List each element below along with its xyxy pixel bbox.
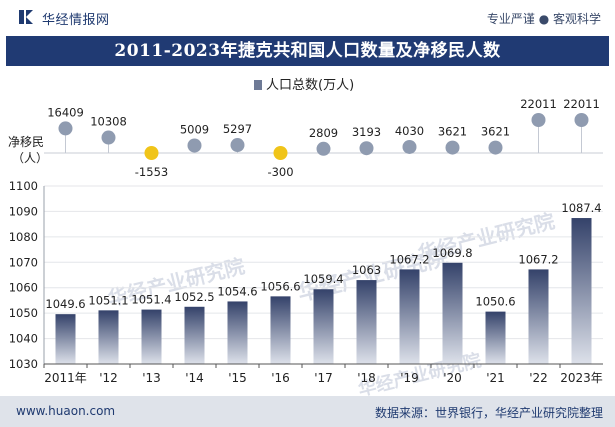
y-tick-label: 1070 [9, 255, 38, 269]
bar [270, 296, 291, 364]
migration-dot [230, 138, 245, 153]
y-tick-label: 1080 [9, 230, 38, 244]
bar [399, 269, 420, 364]
bar [442, 262, 463, 364]
x-tick-label: '22 [529, 371, 548, 385]
bar-value-label: 1051.4 [131, 293, 171, 307]
x-tick-label: '20 [443, 371, 462, 385]
migration-value-label: 22011 [563, 97, 600, 111]
y-axis: 1030 1040 1050 1060 1070 1080 1090 1100 [9, 179, 45, 371]
migration-dot [144, 146, 159, 160]
migration-value-label: 16409 [47, 105, 84, 119]
migration-value-label: 4030 [395, 124, 424, 138]
x-tick-label: '21 [486, 371, 505, 385]
x-tick-label: '13 [142, 371, 161, 385]
bar-value-label: 1052.5 [174, 290, 214, 304]
y-tick-label: 1030 [9, 357, 38, 371]
x-tick-label: '15 [228, 371, 247, 385]
bar [528, 269, 549, 364]
bar-value-label: 1067.2 [389, 252, 429, 266]
brand-logo-icon [19, 10, 33, 24]
x-tick-label: '18 [357, 371, 376, 385]
migration-dot [402, 139, 417, 154]
legend-label: 人口总数(万人) [266, 78, 354, 93]
migration-value-label: 5009 [180, 122, 209, 136]
x-tick-label: '17 [314, 371, 333, 385]
x-tick-label: '12 [99, 371, 118, 385]
bar-value-label: 1051.1 [88, 293, 128, 307]
migration-dot [273, 146, 288, 160]
chart-area: 人口总数(万人) 净移民 （人） 华经产业研究院华经产业研究院华经产业研究院华经… [8, 78, 603, 396]
migration-dot [359, 141, 374, 156]
bar-labels: 1049.6 1051.1 1051.4 1052.5 1054.6 1056.61059… [45, 201, 601, 311]
brand-tagline: 专业严谨 ● 客观科学 [486, 12, 601, 26]
bar [141, 309, 162, 364]
x-tick-label: '16 [271, 371, 290, 385]
migration-dot [316, 141, 331, 156]
x-tick-label: 2023年 [560, 371, 603, 385]
y-tick-label: 1040 [9, 332, 38, 346]
migration-value-label: 2809 [309, 126, 338, 140]
migration-value-label: 10308 [90, 115, 127, 129]
bar [356, 280, 377, 364]
migration-dot [531, 113, 546, 127]
migration-value-label: 3621 [438, 125, 467, 139]
y-tick-label: 1090 [9, 204, 38, 218]
bar [184, 306, 205, 364]
bar-value-label: 1056.6 [260, 279, 300, 293]
migration-value-label: 22011 [520, 97, 557, 111]
bar-value-label: 1069.8 [432, 246, 472, 260]
bar-value-label: 1059.4 [303, 272, 343, 286]
x-axis: 2011年 '12 '13 '14 '15 '16 '17 '18 '19 '20 '21 '22 20… [43, 363, 603, 385]
legend-swatch [254, 80, 262, 90]
bar-value-label: 1054.6 [217, 284, 257, 298]
migration-dot [58, 121, 73, 136]
x-tick-label: '14 [185, 371, 204, 385]
y-tick-label: 1100 [9, 179, 38, 193]
migration-series: 16409 10308 -1553 5009 5297 -300 2809 3193 4030 3… [44, 97, 603, 179]
x-tick-label: '19 [400, 371, 419, 385]
y-tick-label: 1060 [9, 281, 38, 295]
bars [55, 218, 592, 364]
bar [55, 314, 76, 364]
y-tick-label: 1050 [9, 306, 38, 320]
bar [313, 289, 334, 364]
legend: 人口总数(万人) [254, 78, 354, 93]
bar [571, 218, 592, 364]
migration-value-label: 3193 [352, 125, 381, 139]
migration-dot [574, 113, 589, 127]
migration-value-label: -1553 [135, 165, 168, 179]
chart-title: 2011-2023年捷克共和国人口数量及净移民人数 [6, 36, 609, 66]
bar-value-label: 1050.6 [475, 295, 515, 309]
migration-dot [445, 140, 460, 155]
migration-axis-label: 净移民 （人） [8, 135, 48, 165]
brand-name: 华经情报网 [42, 13, 110, 28]
bar [98, 310, 119, 364]
x-tick-label: 2011年 [44, 371, 87, 385]
migration-dot [101, 130, 116, 145]
bar [485, 311, 506, 364]
header-bar: 华经情报网 专业严谨 ● 客观科学 [0, 0, 615, 36]
bar-value-label: 1063 [352, 263, 381, 277]
bar-value-label: 1049.6 [45, 297, 85, 311]
migration-value-label: 5297 [223, 122, 252, 136]
footer-source: 数据来源：世界银行，华经产业研究院整理 [374, 406, 603, 420]
bar [227, 301, 248, 364]
migration-dot [488, 140, 503, 155]
footer-url[interactable]: www.huaon.com [16, 404, 116, 418]
migration-value-label: -300 [267, 165, 293, 179]
migration-dot [187, 138, 202, 153]
bar-value-label: 1087.4 [561, 201, 601, 215]
migration-value-label: 3621 [481, 125, 510, 139]
footer: www.huaon.com 数据来源：世界银行，华经产业研究院整理 [0, 396, 615, 427]
bar-value-label: 1067.2 [518, 252, 558, 266]
